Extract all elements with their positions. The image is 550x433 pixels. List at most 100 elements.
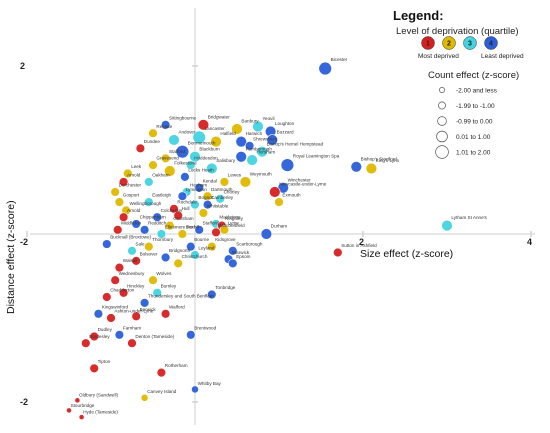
data-points	[66, 61, 453, 421]
data-point	[197, 119, 210, 131]
point-label: Dudley	[98, 327, 113, 332]
data-point	[89, 363, 99, 374]
point-label: Yeovil	[262, 116, 274, 121]
point-label: Ashton-under-Lyne	[114, 309, 153, 314]
data-point	[110, 275, 120, 285]
point-label: Bishop's Hemel Hempstead	[267, 141, 324, 146]
legend-quartile-number: 4	[489, 41, 493, 48]
point-label: Hoddesdon	[194, 156, 218, 161]
point-label: Stourbridge	[71, 403, 95, 408]
point-label: Christchurch	[182, 254, 208, 259]
legend-deprivation-items: 1 2 3 4	[421, 36, 498, 50]
point-label: Loughton	[275, 121, 295, 126]
data-point	[160, 153, 171, 164]
point-label: Blackburn	[199, 146, 220, 151]
point-label: Kendal	[203, 178, 217, 183]
data-point	[89, 331, 99, 342]
point-label: Camberley	[211, 195, 234, 200]
data-point	[110, 187, 120, 197]
data-point	[148, 275, 158, 285]
legend-most-label: Most deprived	[418, 53, 459, 60]
legend-count-swatch	[435, 145, 449, 159]
data-point	[127, 338, 137, 348]
data-point	[131, 256, 141, 266]
data-point	[206, 162, 218, 175]
legend-count-items: -2.00 and less -1.99 to -1.00 -0.99 to 0.0…	[435, 87, 498, 159]
point-label: Thornbury	[152, 237, 174, 242]
data-point	[190, 199, 200, 210]
point-label: King's Lynn	[376, 158, 400, 163]
data-point	[169, 204, 179, 214]
x-axis-title: Size effect (z-score)	[360, 248, 453, 260]
point-label: Warwick	[232, 250, 250, 255]
data-point	[228, 246, 238, 256]
legend-count-label: 1.01 to 2.00	[456, 150, 491, 157]
point-label: Banbury	[241, 119, 259, 124]
point-label: Tipton	[98, 359, 111, 364]
data-point	[246, 154, 258, 166]
data-point	[144, 197, 154, 207]
data-point	[280, 158, 295, 172]
data-point	[202, 199, 213, 210]
data-point	[140, 393, 149, 402]
point-label: Hull	[182, 206, 190, 211]
point-label: Gosport	[123, 193, 140, 198]
axes	[30, 8, 535, 425]
data-point	[102, 239, 112, 249]
point-label: Chippenham	[140, 215, 166, 220]
data-point	[81, 338, 91, 348]
data-point	[118, 177, 129, 187]
data-point	[186, 160, 196, 170]
point-label: Wolves	[156, 271, 172, 276]
point-label: Ellesmere Port	[165, 225, 196, 230]
point-label: Leek	[131, 164, 142, 169]
legend-deprivation-title: Level of deprivation (quartile)	[396, 26, 519, 37]
data-point	[148, 128, 158, 138]
point-label: Buzzard	[277, 130, 294, 135]
point-label: Exmouth	[282, 193, 301, 198]
data-point	[207, 289, 217, 300]
point-label: Walford	[169, 304, 185, 309]
point-label: Wellingborough	[130, 201, 162, 206]
data-point	[175, 144, 190, 159]
data-point	[186, 241, 196, 252]
point-label: Bridgwater	[208, 114, 230, 119]
point-label: Tonbridge	[215, 285, 236, 290]
legend-count-swatch	[439, 87, 445, 93]
point-label: Chadderton	[110, 288, 134, 293]
legend-count-title: Count effect (z-score)	[428, 70, 519, 81]
data-point	[266, 134, 278, 146]
point-label: Gravesend	[156, 156, 179, 161]
point-label: Royal Leamington Spa	[293, 154, 340, 159]
point-label: Shrewsbury	[253, 136, 278, 141]
data-point	[198, 208, 209, 218]
data-point	[152, 212, 162, 222]
point-label: Oakham	[152, 173, 170, 178]
data-point	[113, 225, 123, 235]
point-label: Middleton	[121, 220, 141, 225]
point-label: Kidsgrove	[215, 237, 236, 242]
data-point	[160, 120, 171, 130]
point-label: Folkestone	[174, 161, 197, 166]
point-label: Horsham	[257, 150, 276, 155]
data-point	[152, 288, 162, 298]
point-labels: Reigate Bridgwater Sittingbourne BanburyYeo…	[71, 57, 488, 414]
point-label: Sale	[135, 241, 145, 246]
point-label: Bolsover	[140, 251, 158, 256]
data-point	[177, 191, 188, 201]
point-label: Bourne	[194, 237, 209, 242]
point-label: Epsom	[236, 254, 250, 259]
data-point	[211, 227, 221, 238]
point-label: Lymington	[186, 187, 207, 192]
point-label: Bordesley	[89, 334, 110, 339]
legend-quartile-number: 1	[426, 41, 430, 48]
data-point	[93, 309, 104, 319]
data-point	[177, 229, 188, 239]
data-point	[168, 134, 180, 146]
point-label: Bicester	[331, 57, 348, 62]
legend-count-label: -0.99 to 0.00	[456, 119, 493, 126]
data-point	[207, 241, 217, 252]
legend-quartile-number: 3	[468, 41, 472, 48]
data-point	[66, 407, 72, 414]
